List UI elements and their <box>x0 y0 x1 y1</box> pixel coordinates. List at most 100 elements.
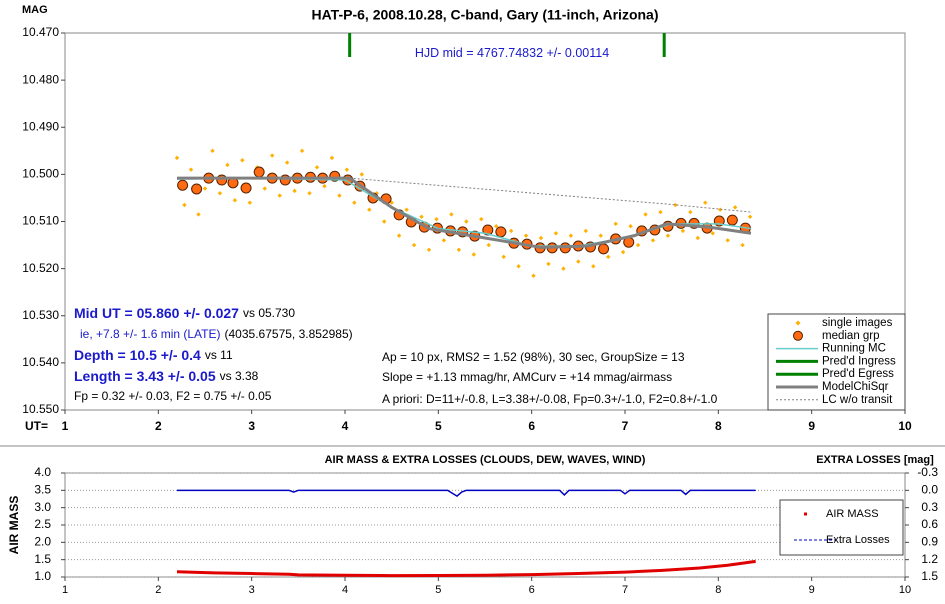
single-image-point <box>426 247 432 252</box>
single-image-point <box>284 160 290 165</box>
single-image-point <box>576 259 581 264</box>
single-image-point <box>449 212 454 217</box>
annotation: Length = 3.43 +/- 0.05 vs 3.38 <box>74 368 259 384</box>
single-image-point <box>673 202 678 208</box>
legend-label: Running MC <box>822 343 886 355</box>
single-image-point <box>710 231 715 236</box>
single-image-point <box>479 216 484 222</box>
x-axis-label: UT= <box>25 419 48 433</box>
single-image-point <box>329 155 335 161</box>
annotation: HJD mid = 4767.74832 +/- 0.00114 <box>415 46 609 60</box>
annotation-part: vs 3.38 <box>220 369 259 383</box>
median-point <box>495 226 507 238</box>
y-tick-label: 4.0 <box>34 465 51 479</box>
y2-axis-label: EXTRA LOSSES [mag] <box>816 454 934 466</box>
single-image-point <box>613 221 618 227</box>
y-tick-label: 10.540 <box>22 355 59 369</box>
legend-label: AIR MASS <box>826 508 879 520</box>
y2-tick-label: 0.6 <box>921 517 938 531</box>
x-tick-label: 9 <box>809 584 815 596</box>
single-image-point <box>695 235 700 241</box>
single-image-point <box>270 153 275 158</box>
median-point <box>279 174 291 186</box>
y-axis-label: AIR MASS <box>7 496 21 555</box>
plot-area <box>64 32 906 411</box>
single-image-point <box>337 193 342 198</box>
x-tick-label: 10 <box>898 419 912 433</box>
single-image-point <box>591 264 596 269</box>
annotation-part: Length = 3.43 +/- 0.05 <box>74 368 216 384</box>
series-line <box>177 489 756 498</box>
single-image-point <box>202 186 208 191</box>
annotation-part: Ap = 10 px, RMS2 = 1.52 (98%), 30 sec, G… <box>382 350 685 364</box>
single-image-point <box>516 264 521 269</box>
single-image-point <box>196 212 201 217</box>
single-image-point <box>688 209 693 215</box>
x-tick-label: 2 <box>155 584 161 596</box>
y-tick-label: 10.550 <box>22 402 59 416</box>
single-image-point <box>352 200 357 205</box>
median-point <box>191 183 203 195</box>
single-image-point <box>314 165 320 170</box>
median-point <box>177 179 189 191</box>
single-image-point <box>322 183 327 189</box>
median-point <box>726 214 738 226</box>
legend-marker <box>795 320 801 326</box>
single-image-point <box>411 242 417 248</box>
x-tick-label: 4 <box>342 584 348 596</box>
annotation-part: ie, +7.8 +/- 1.6 min (LATE) <box>80 327 221 341</box>
annotation: Fp = 0.32 +/- 0.03, F2 = 0.75 +/- 0.05 <box>74 389 272 403</box>
annotation-part: HJD mid = 4767.74832 +/- 0.00114 <box>415 46 609 60</box>
single-image-point <box>665 233 671 238</box>
x-tick-label: 8 <box>715 584 721 596</box>
y-tick-label: 10.490 <box>22 119 59 133</box>
y-tick-label: 10.520 <box>22 261 59 275</box>
x-tick-label: 7 <box>622 419 629 433</box>
x-tick-label: 1 <box>62 584 68 596</box>
annotation-part: (4035.67575, 3.852985) <box>225 327 353 341</box>
single-image-point <box>471 252 476 257</box>
series-line <box>177 176 752 249</box>
single-image-point <box>628 224 633 229</box>
y-tick-label: 1.5 <box>34 552 51 566</box>
y-tick-label: 10.480 <box>22 72 59 86</box>
y-tick-label: 1.0 <box>34 569 51 583</box>
x-tick-label: 6 <box>529 584 535 596</box>
single-image-point <box>635 242 641 248</box>
single-image-point <box>486 242 491 248</box>
single-image-point <box>531 273 536 278</box>
legend-label: Extra Losses <box>826 534 890 546</box>
single-image-point <box>456 247 462 252</box>
annotation-part: vs 11 <box>205 348 233 362</box>
single-image-point <box>561 266 566 271</box>
single-image-point <box>359 172 364 177</box>
y2-tick-label: 1.5 <box>921 569 938 583</box>
legend-label: LC w/o transit <box>822 394 893 406</box>
single-image-point <box>568 233 574 238</box>
single-image-point <box>174 155 180 161</box>
x-tick-label: 2 <box>155 419 162 433</box>
annotation: ie, +7.8 +/- 1.6 min (LATE) (4035.67575, … <box>80 327 353 341</box>
single-image-point <box>344 167 350 172</box>
median-point <box>216 174 228 186</box>
single-image-point <box>703 200 708 205</box>
annotation-part: A priori: D=11+/-0.8, L=3.38+/-0.08, Fp=… <box>382 392 718 406</box>
y2-tick-label: -0.3 <box>917 465 938 479</box>
x-tick-label: 5 <box>435 584 441 596</box>
legend-marker <box>804 512 807 516</box>
single-image-point <box>546 261 551 267</box>
single-image-point <box>210 148 215 154</box>
median-point <box>253 166 265 178</box>
single-image-point <box>583 228 588 234</box>
x-tick-label: 6 <box>528 419 535 433</box>
y-tick-label: 10.470 <box>22 25 59 39</box>
single-image-point <box>441 238 447 243</box>
single-image-point <box>643 212 648 217</box>
annotation-part: Mid UT = 05.860 +/- 0.027 <box>74 305 239 321</box>
single-image-point <box>247 200 252 205</box>
single-image-point <box>382 219 387 224</box>
single-image-point <box>620 249 626 255</box>
annotation: A priori: D=11+/-0.8, L=3.38+/-0.08, Fp=… <box>382 392 718 406</box>
legend-label: Pred'd Ingress <box>822 355 896 367</box>
